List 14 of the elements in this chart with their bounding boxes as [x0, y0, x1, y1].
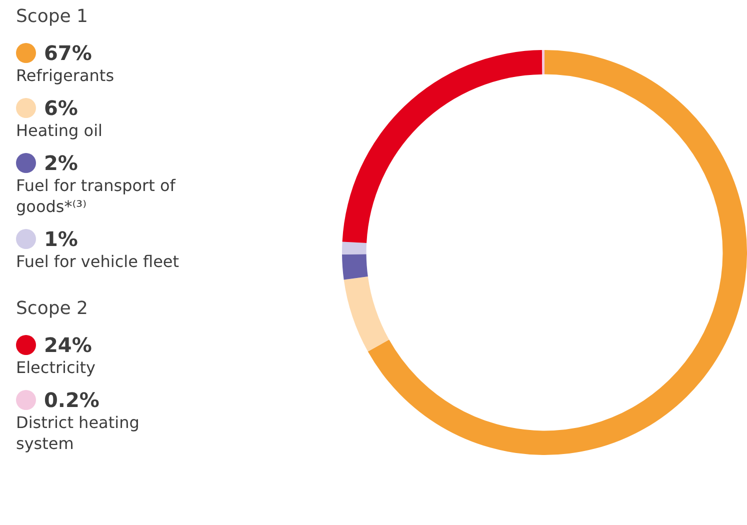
legend-label: Electricity: [16, 357, 96, 378]
text: Scope 1: [16, 6, 90, 27]
legend-label: Fuel for vehicle fleet: [16, 251, 180, 272]
legend-label: Refrigerants: [16, 65, 116, 86]
legend-label: Fuel for transport of goods*⁽³⁾: [16, 175, 177, 217]
legend-label: District heating system: [16, 412, 140, 454]
data-label: 1%: [44, 227, 78, 251]
data-label: 6%: [44, 96, 78, 120]
data-label: 24%: [44, 333, 92, 357]
data-label: 0.2%: [44, 388, 100, 412]
legend-label: Heating oil: [16, 120, 104, 141]
data-label: 2%: [44, 151, 78, 175]
text: Scope 2: [16, 298, 90, 319]
data-label: 67%: [44, 41, 92, 65]
